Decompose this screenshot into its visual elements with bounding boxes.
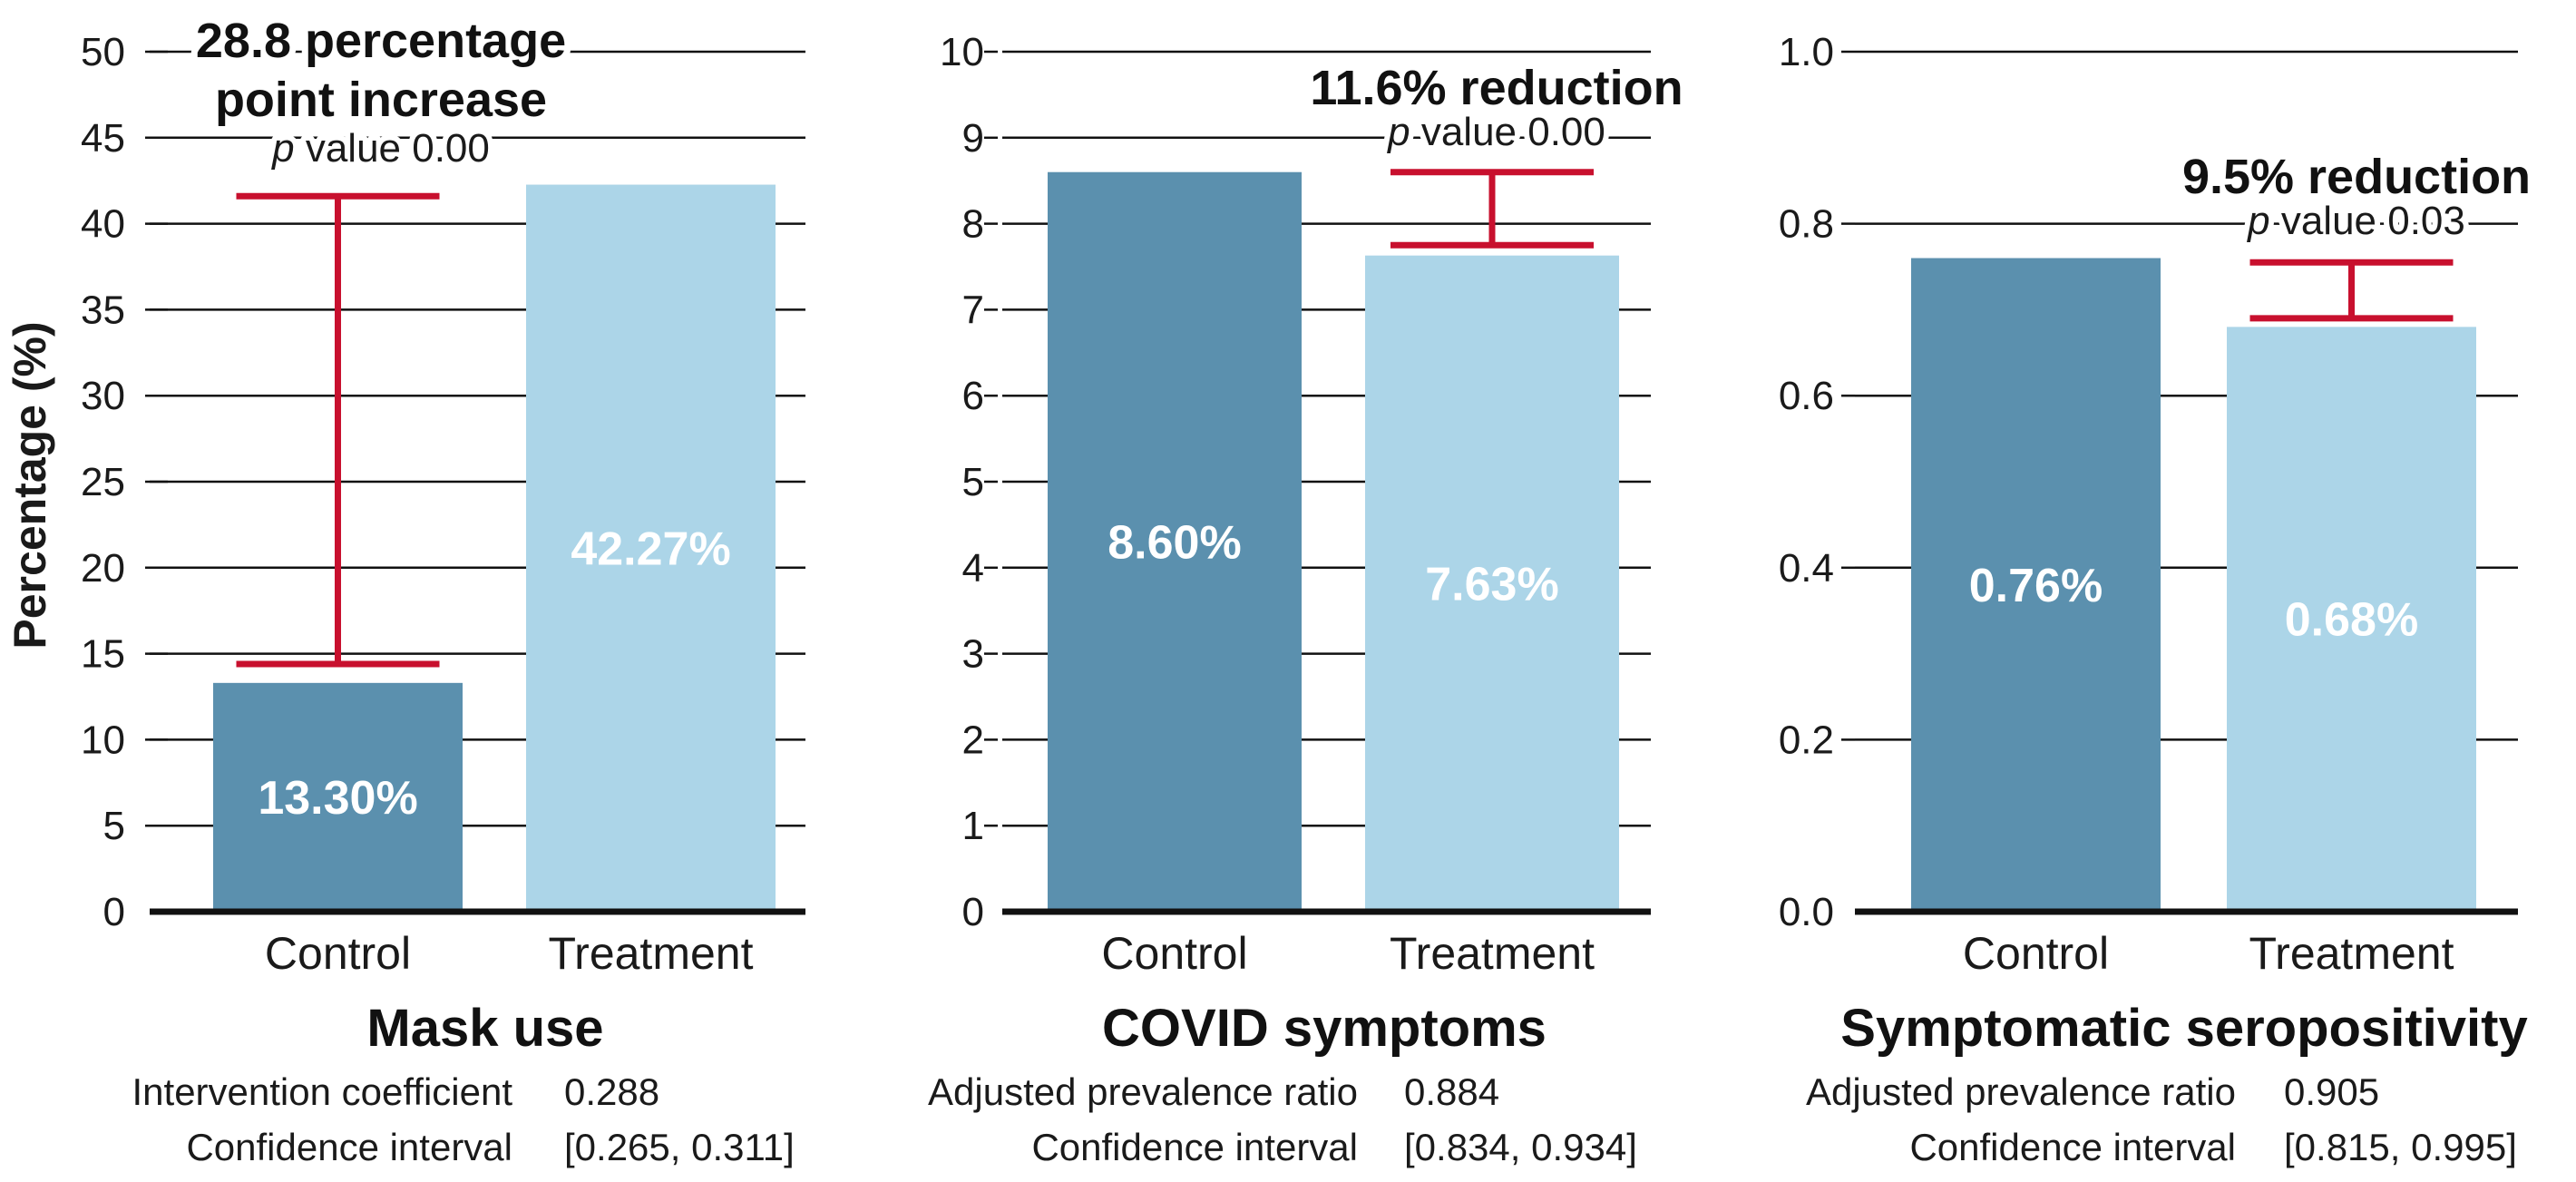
y-tick-label: 0.6 xyxy=(1779,374,1834,418)
y-tick-label: 25 xyxy=(81,460,125,504)
stat-value: 0.905 xyxy=(2284,1070,2379,1113)
panel-title: COVID symptoms xyxy=(1102,999,1547,1058)
y-tick-label: 8 xyxy=(962,202,984,247)
bar-treatment xyxy=(1365,255,1619,912)
p-value-text: value 0.03 xyxy=(2270,199,2465,243)
y-tick-label: 5 xyxy=(103,804,125,848)
y-tick-label: 5 xyxy=(962,460,984,504)
panel-title: Symptomatic seropositivity xyxy=(1840,999,2527,1058)
annotation-headline: point increase xyxy=(215,73,547,127)
y-tick-label: 7 xyxy=(962,288,984,332)
y-tick-label: 1.0 xyxy=(1779,30,1834,74)
stat-value: [0.815, 0.995] xyxy=(2284,1126,2517,1168)
bar-control xyxy=(213,682,463,912)
stat-label: Confidence interval xyxy=(1909,1126,2236,1168)
bar-value-label: 7.63% xyxy=(1425,558,1558,611)
y-tick-label: 35 xyxy=(81,288,125,332)
stat-value: 0.884 xyxy=(1404,1070,1499,1113)
category-label-control: Control xyxy=(1101,928,1247,979)
category-label-treatment: Treatment xyxy=(1390,928,1595,979)
y-tick-label: 0.2 xyxy=(1779,718,1834,762)
y-tick-label: 2 xyxy=(962,718,984,762)
category-label-treatment: Treatment xyxy=(2249,928,2454,979)
p-symbol: p xyxy=(1386,110,1410,154)
annotation-headline: 9.5% reduction xyxy=(2182,150,2531,204)
bar-value-label: 13.30% xyxy=(258,772,417,825)
category-label-control: Control xyxy=(265,928,411,979)
p-symbol: p xyxy=(2246,199,2269,243)
panel-symptomatic-seropositivity: 0.0 0.2 0.4 0.6 0.8 1.0 0.76% 0.68% 9.5% reducti… xyxy=(1779,30,2537,1168)
y-tick-label: 10 xyxy=(940,30,984,74)
annotation-p-value: p value 0.00 xyxy=(270,126,490,171)
bar-value-label: 0.76% xyxy=(1969,560,2103,612)
p-value-text: value 0.00 xyxy=(295,126,490,171)
y-tick-label: 15 xyxy=(81,632,125,677)
bar-control xyxy=(1048,171,1302,913)
bar-value-label: 8.60% xyxy=(1107,516,1241,569)
stat-label: Confidence interval xyxy=(186,1126,512,1168)
stat-label: Intervention coefficient xyxy=(132,1070,513,1113)
y-tick-label: 50 xyxy=(81,30,125,74)
y-tick-label: 40 xyxy=(81,202,125,247)
y-tick-label: 3 xyxy=(962,632,984,677)
y-tick-label: 0.0 xyxy=(1779,890,1834,934)
stat-value: [0.834, 0.934] xyxy=(1404,1126,1637,1168)
y-tick-label: 20 xyxy=(81,546,125,591)
y-tick-label: 9 xyxy=(962,116,984,161)
bar-treatment xyxy=(2227,327,2476,912)
p-symbol: p xyxy=(270,126,294,171)
y-tick-label: 45 xyxy=(81,116,125,161)
stat-value: [0.265, 0.311] xyxy=(564,1126,795,1168)
y-tick-label: 0.8 xyxy=(1779,202,1834,247)
y-tick-label: 10 xyxy=(81,718,125,762)
y-tick-label: 30 xyxy=(81,374,125,418)
stat-value: 0.288 xyxy=(564,1070,659,1113)
y-tick-label: 6 xyxy=(962,374,984,418)
stat-label: Adjusted prevalence ratio xyxy=(1806,1070,2236,1113)
stat-label: Adjusted prevalence ratio xyxy=(928,1070,1358,1113)
category-label-treatment: Treatment xyxy=(548,928,753,979)
stat-label: Confidence interval xyxy=(1031,1126,1358,1168)
bar-value-label: 0.68% xyxy=(2285,594,2418,647)
panel-mask-use: 0 5 10 15 20 25 30 35 40 45 50 13.30% 42.27% 28.8 per… xyxy=(81,7,805,1168)
p-value-text: value 0.00 xyxy=(1410,110,1605,154)
annotation-p-value: p value 0.00 xyxy=(1386,110,1605,154)
y-tick-label: 0 xyxy=(962,890,984,934)
annotation-headline: 28.8 percentage xyxy=(196,14,566,68)
annotation-p-value: p value 0.03 xyxy=(2246,199,2465,243)
y-tick-label: 1 xyxy=(962,804,984,848)
category-label-control: Control xyxy=(1963,928,2109,979)
bar-value-label: 42.27% xyxy=(571,523,730,575)
bar-control xyxy=(1911,258,2161,912)
annotation-headline: 11.6% reduction xyxy=(1310,61,1683,115)
y-tick-label: 0 xyxy=(103,890,125,934)
panel-title: Mask use xyxy=(366,999,603,1058)
y-tick-label: 0.4 xyxy=(1779,546,1834,591)
bar-treatment xyxy=(526,184,776,913)
y-axis-label: Percentage (%) xyxy=(5,321,55,649)
y-tick-label: 4 xyxy=(962,546,984,591)
